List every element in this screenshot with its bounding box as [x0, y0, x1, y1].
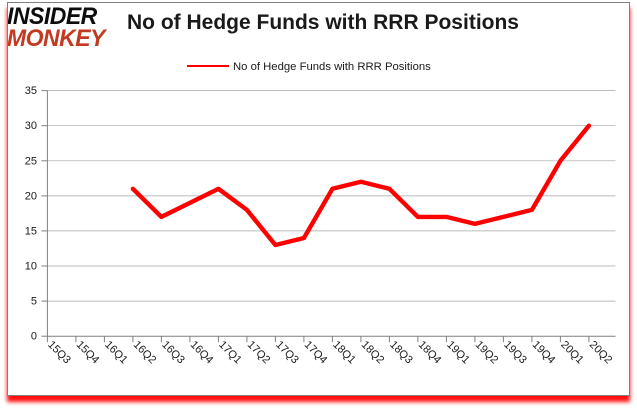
svg-text:16Q4: 16Q4 — [188, 339, 216, 367]
svg-text:16Q3: 16Q3 — [159, 339, 187, 367]
svg-text:25: 25 — [25, 155, 37, 167]
svg-text:30: 30 — [25, 120, 37, 132]
svg-text:20Q2: 20Q2 — [587, 339, 615, 367]
svg-text:17Q3: 17Q3 — [273, 339, 301, 367]
svg-text:17Q2: 17Q2 — [245, 339, 273, 367]
svg-text:18Q1: 18Q1 — [330, 339, 358, 367]
svg-text:15Q4: 15Q4 — [74, 339, 102, 367]
svg-text:15: 15 — [25, 225, 37, 237]
svg-text:18Q4: 18Q4 — [416, 339, 444, 367]
svg-text:35: 35 — [25, 85, 37, 97]
svg-text:18Q2: 18Q2 — [359, 339, 387, 367]
svg-text:18Q3: 18Q3 — [387, 339, 415, 367]
svg-text:16Q1: 16Q1 — [102, 339, 130, 367]
svg-text:15Q3: 15Q3 — [45, 339, 73, 367]
svg-text:10: 10 — [25, 261, 37, 273]
svg-text:20Q1: 20Q1 — [558, 339, 586, 367]
svg-text:20: 20 — [25, 190, 37, 202]
svg-text:0: 0 — [31, 331, 37, 343]
svg-text:16Q2: 16Q2 — [131, 339, 159, 367]
svg-text:5: 5 — [31, 296, 37, 308]
svg-text:17Q1: 17Q1 — [216, 339, 244, 367]
svg-text:19Q4: 19Q4 — [530, 339, 558, 367]
svg-text:17Q4: 17Q4 — [302, 339, 330, 367]
svg-text:19Q2: 19Q2 — [473, 339, 501, 367]
svg-text:19Q1: 19Q1 — [444, 339, 472, 367]
svg-text:19Q3: 19Q3 — [501, 339, 529, 367]
